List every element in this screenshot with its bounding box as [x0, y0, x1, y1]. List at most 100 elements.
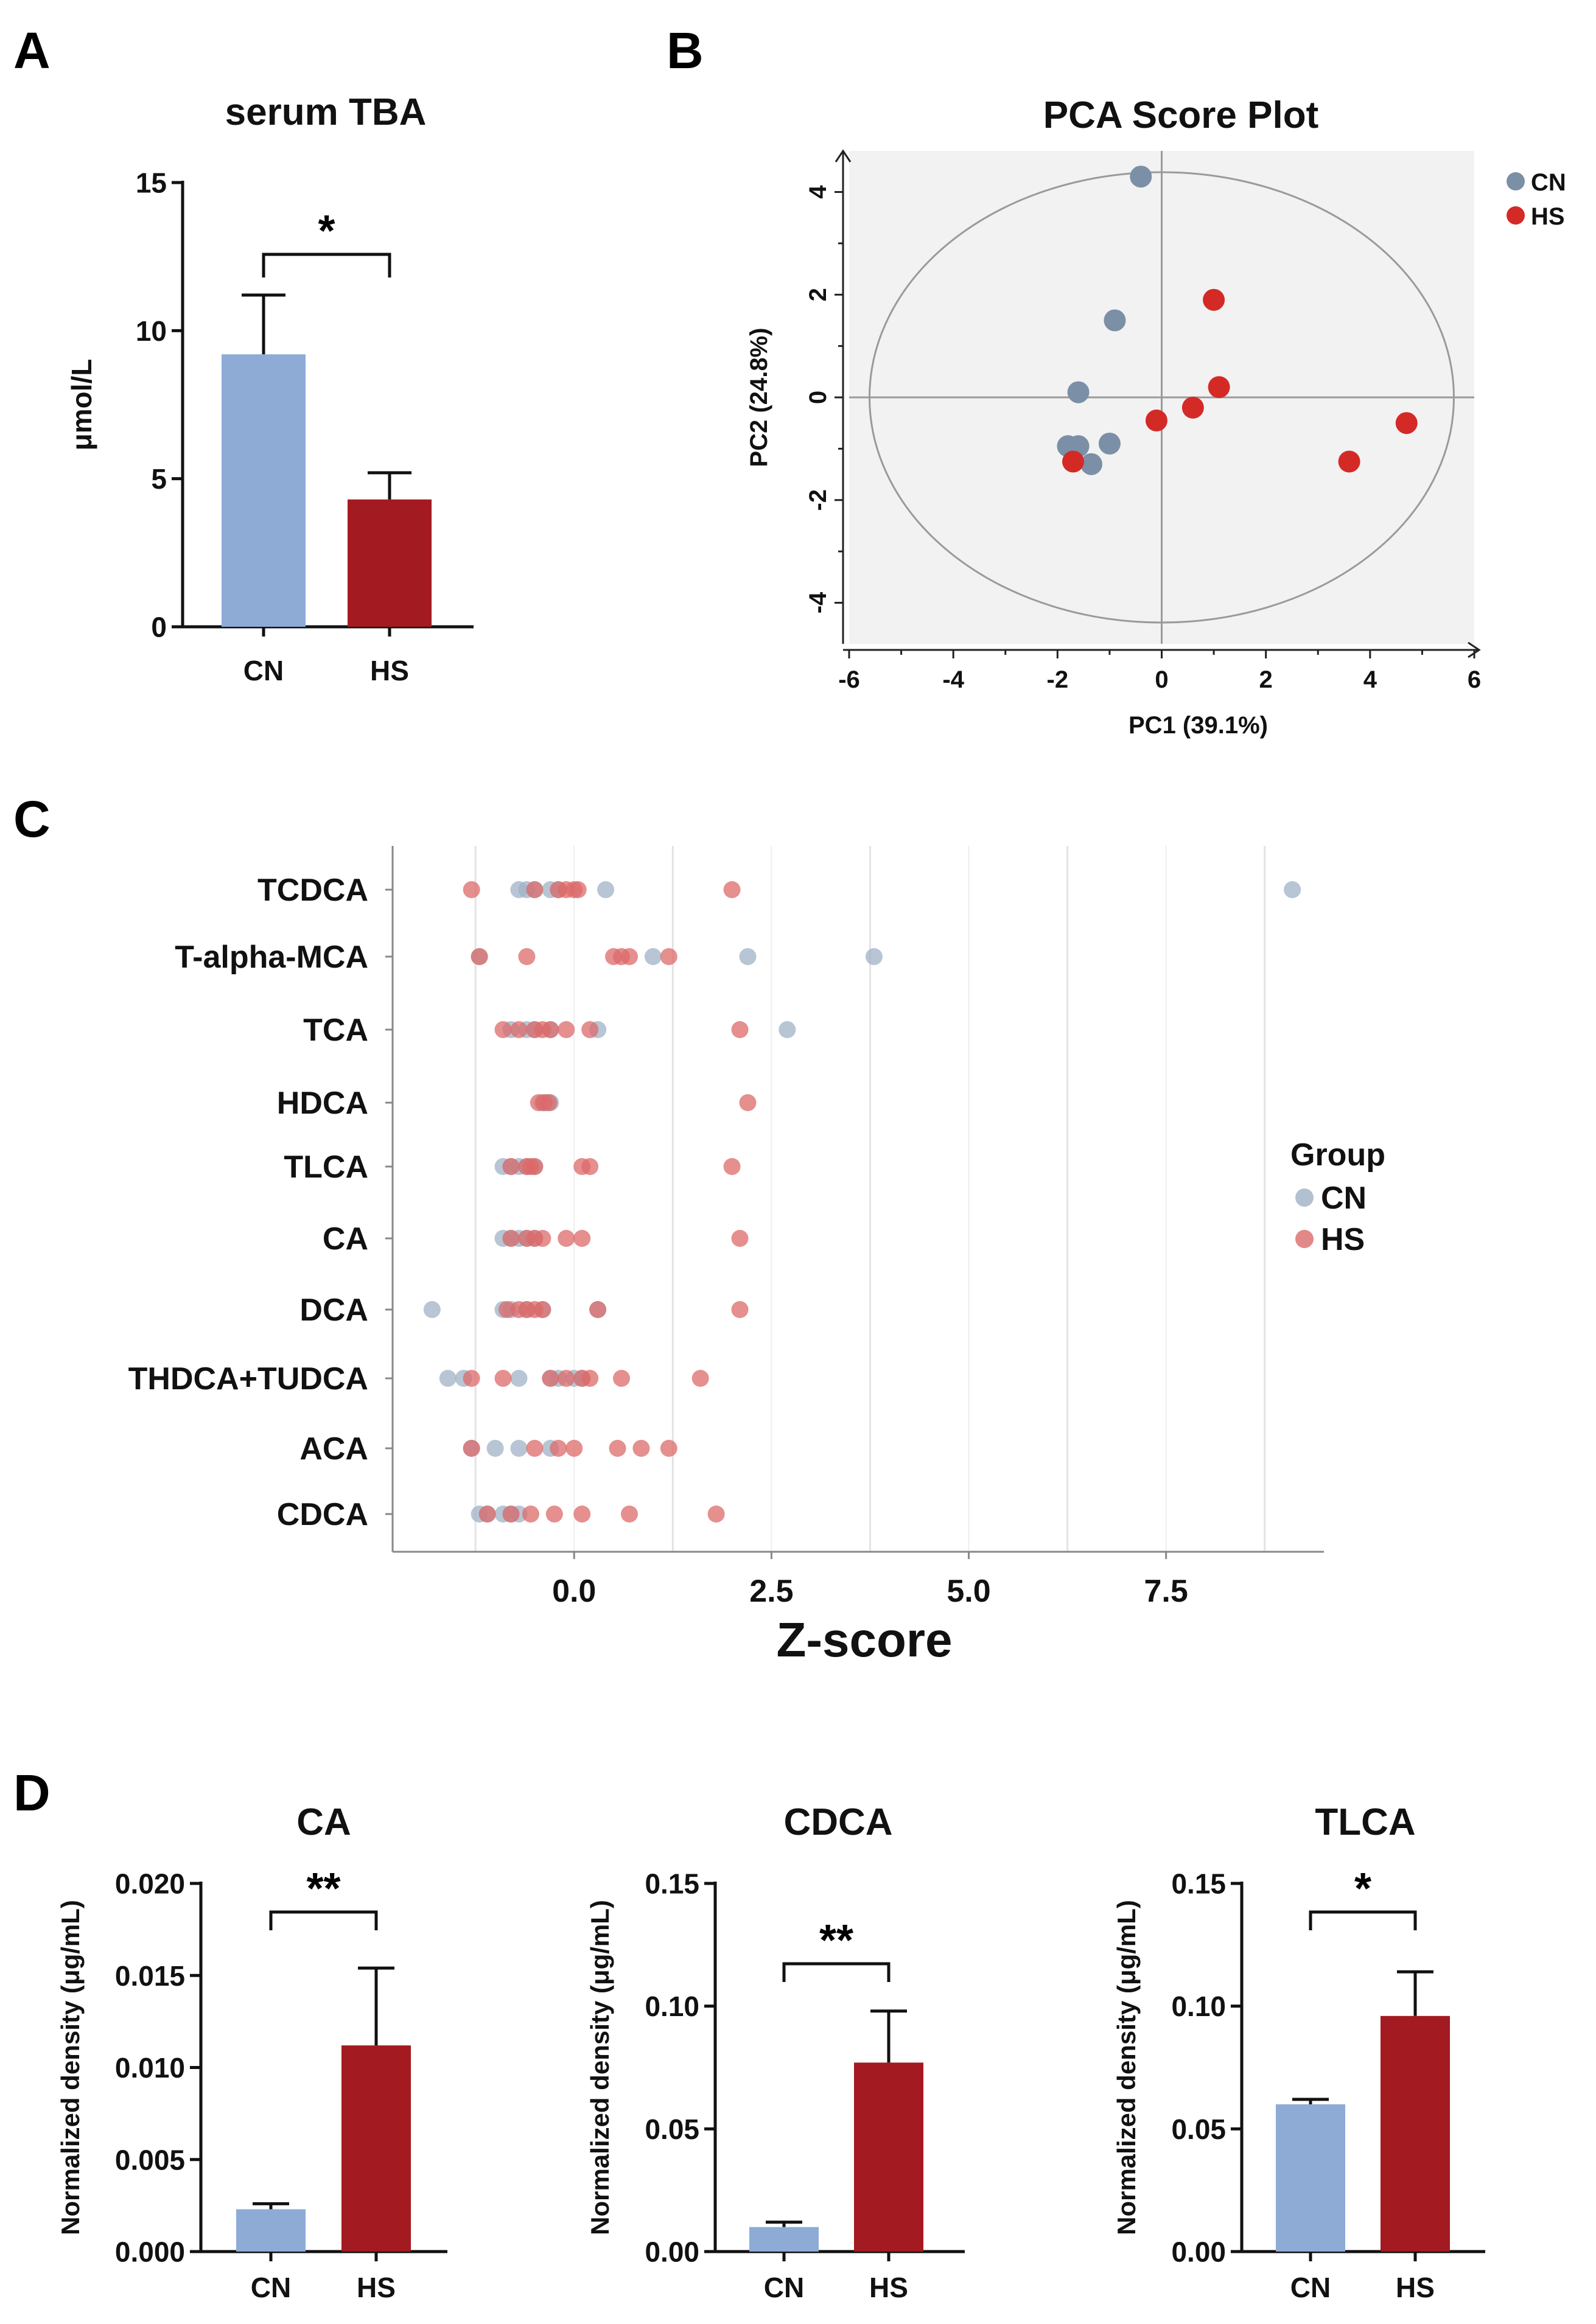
y-tick-label: 0.020	[115, 1868, 185, 1900]
zscore-point-hs	[707, 1506, 725, 1523]
legend-marker-hs	[1295, 1230, 1314, 1248]
x-tick-label: -6	[838, 666, 860, 693]
zscore-point-hs	[463, 881, 480, 898]
x-tick-label: 0.0	[552, 1574, 596, 1609]
y-tick-label: 0.000	[115, 2236, 185, 2268]
pca-point-hs	[1062, 450, 1085, 473]
y-axis-label: Normalized density (μg/mL)	[586, 1900, 614, 2235]
zscore-point-hs	[731, 1301, 749, 1318]
legend-label-hs: HS	[1531, 203, 1565, 230]
y-tick-label: 0.10	[1171, 1991, 1226, 2022]
bar-hs	[854, 2062, 923, 2252]
y-tick-label: 0	[805, 391, 831, 404]
zscore-point-hs	[540, 1094, 558, 1111]
zscore-point-hs	[494, 1370, 512, 1387]
x-tick-label: -4	[942, 666, 964, 693]
legend-label-cn: CN	[1531, 169, 1566, 196]
significance-bracket	[262, 253, 391, 277]
pca-point-cn	[1067, 381, 1090, 403]
legend-label-hs: HS	[1321, 1222, 1365, 1257]
bar-cn	[222, 354, 306, 627]
significance-bracket	[269, 1910, 378, 1930]
legend-label-cn: CN	[1321, 1181, 1367, 1216]
zscore-point-cn	[510, 1370, 528, 1387]
zscore-point-hs	[731, 1230, 749, 1247]
bar-hs	[1381, 2015, 1450, 2252]
category-label: T-alpha-MCA	[175, 940, 368, 975]
significance-marker: *	[318, 207, 335, 256]
zscore-point-hs	[620, 1506, 638, 1523]
y-tick-label: 4	[805, 185, 831, 199]
x-tick-label: 6	[1468, 666, 1481, 693]
x-tick-label: HS	[869, 2272, 908, 2303]
x-tick-label: CN	[243, 655, 284, 686]
y-tick-label: 0.05	[645, 2113, 699, 2145]
panel-d-ca-chart: CA Normalized density (μg/mL) 0.000 0.005 0.…	[56, 1801, 447, 2303]
y-tick-label: -4	[805, 591, 831, 613]
zscore-point-hs	[526, 1158, 544, 1175]
x-tick-label: 5.0	[947, 1574, 990, 1609]
x-tick-label: 0	[1155, 666, 1168, 693]
zscore-point-hs	[542, 1370, 559, 1387]
category-label: DCA	[299, 1293, 368, 1328]
category-label: CA	[323, 1221, 368, 1257]
pca-point-hs	[1208, 376, 1230, 399]
y-tick-label: 0.010	[115, 2052, 185, 2084]
x-tick-label: 2.5	[749, 1574, 793, 1609]
y-axis-label: Normalized density (μg/mL)	[1112, 1900, 1141, 2235]
zscore-point-hs	[609, 1440, 626, 1457]
zscore-point-hs	[731, 1021, 749, 1038]
x-tick-label: HS	[1396, 2272, 1435, 2303]
zscore-point-hs	[550, 1440, 567, 1457]
zscore-point-cn	[644, 948, 662, 965]
zscore-point-hs	[502, 1230, 520, 1247]
pca-point-cn	[1104, 309, 1126, 332]
y-tick-label: 10	[136, 315, 167, 347]
zscore-point-hs	[499, 1301, 516, 1318]
zscore-point-hs	[558, 1370, 575, 1387]
significance-marker: *	[1354, 1865, 1371, 1913]
zscore-point-hs	[471, 948, 488, 965]
panel-label-c: C	[13, 790, 51, 848]
zscore-point-hs	[510, 1021, 528, 1038]
pca-point-cn	[1080, 453, 1102, 475]
pca-point-cn	[1130, 166, 1152, 188]
y-tick-label: 0.15	[1171, 1868, 1226, 1900]
panel-a-bar-chart: serum TBA μmol/L 0 5 10 15 CN HS *	[66, 91, 474, 686]
category-label: CDCA	[277, 1497, 368, 1532]
zscore-point-hs	[558, 1230, 575, 1247]
zscore-point-hs	[660, 1440, 677, 1457]
significance-bracket	[1309, 1910, 1417, 1930]
zscore-point-hs	[569, 881, 587, 898]
pca-point-hs	[1338, 450, 1360, 473]
pca-point-hs	[1181, 396, 1204, 419]
y-tick-label: 0.00	[1171, 2236, 1226, 2268]
chart-title: TLCA	[1315, 1801, 1415, 1843]
bar-cn	[749, 2227, 819, 2252]
zscore-point-hs	[739, 1094, 757, 1111]
zscore-point-hs	[558, 1021, 575, 1038]
y-tick-label: 0	[151, 612, 167, 643]
x-axis-label: Z-score	[777, 1613, 953, 1667]
legend-title: Group	[1290, 1137, 1385, 1173]
y-axis-label: PC2 (24.8%)	[746, 328, 772, 467]
zscore-point-hs	[723, 881, 741, 898]
zscore-point-hs	[581, 1158, 599, 1175]
x-tick-label: 2	[1259, 666, 1273, 693]
pca-point-hs	[1145, 409, 1167, 431]
pca-point-hs	[1203, 288, 1225, 311]
pca-point-hs	[1395, 412, 1418, 434]
zscore-point-hs	[620, 948, 638, 965]
panel-b-pca-plot: PCA Score Plot -6 -4 -2 0 2 4 6 -4 -2 0 2 4 PC1 (39.1…	[746, 94, 1566, 739]
zscore-point-hs	[632, 1440, 650, 1457]
bar-cn	[236, 2209, 306, 2252]
zscore-point-cn	[486, 1440, 504, 1457]
zscore-point-cn	[865, 948, 883, 965]
panel-d-tlca-chart: TLCA Normalized density (μg/mL) 0.00 0.05 0.…	[1112, 1801, 1485, 2303]
y-tick-label: -2	[805, 489, 831, 511]
zscore-point-hs	[526, 881, 544, 898]
chart-title: CA	[296, 1801, 351, 1843]
zscore-point-hs	[723, 1158, 741, 1175]
legend-marker-cn	[1295, 1188, 1314, 1207]
